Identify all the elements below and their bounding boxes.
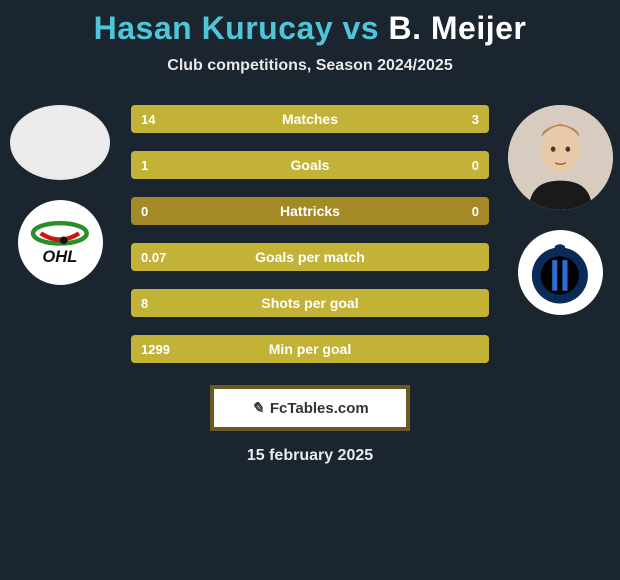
stat-value-left: 0 xyxy=(141,204,191,219)
stat-value-right: 0 xyxy=(429,204,479,219)
stat-value-left: 0.07 xyxy=(141,250,191,265)
comparison-subtitle: Club competitions, Season 2024/2025 xyxy=(0,57,620,75)
comparison-content: OHL xyxy=(0,105,620,363)
player1-avatar-placeholder-icon xyxy=(10,105,110,180)
stat-row: 0.07Goals per match xyxy=(131,243,489,271)
stat-label: Min per goal xyxy=(191,341,429,357)
stat-row: 14Matches3 xyxy=(131,105,489,133)
stat-row: 0Hattricks0 xyxy=(131,197,489,225)
player2-club-logo xyxy=(518,230,603,315)
stat-value-left: 14 xyxy=(141,112,191,127)
stat-row: 8Shots per goal xyxy=(131,289,489,317)
stat-label: Matches xyxy=(191,111,429,127)
ohl-logo-icon: OHL xyxy=(28,211,92,275)
stat-label: Goals xyxy=(191,157,429,173)
stat-label: Shots per goal xyxy=(191,295,429,311)
brand-icon: ✎ xyxy=(251,399,264,417)
stat-label: Goals per match xyxy=(191,249,429,265)
stat-row: 1Goals0 xyxy=(131,151,489,179)
right-player-column xyxy=(505,105,615,315)
club-brugge-logo-icon xyxy=(528,241,592,305)
stat-value-left: 1299 xyxy=(141,342,191,357)
player1-club-logo: OHL xyxy=(18,200,103,285)
stat-value-left: 1 xyxy=(141,158,191,173)
stat-value-right: 3 xyxy=(429,112,479,127)
stats-bars: 14Matches31Goals00Hattricks00.07Goals pe… xyxy=(131,105,489,363)
vs-text: vs xyxy=(343,10,380,46)
left-player-column: OHL xyxy=(5,105,115,285)
stat-row: 1299Min per goal xyxy=(131,335,489,363)
player1-name: Hasan Kurucay xyxy=(94,10,333,46)
stat-value-right: 0 xyxy=(429,158,479,173)
brand-text: FcTables.com xyxy=(270,400,369,417)
stat-label: Hattricks xyxy=(191,203,429,219)
brand-footer-box: ✎ FcTables.com xyxy=(210,385,410,431)
footer-date: 15 february 2025 xyxy=(0,447,620,465)
stat-value-left: 8 xyxy=(141,296,191,311)
player1-avatar xyxy=(10,105,110,180)
svg-text:OHL: OHL xyxy=(43,247,78,266)
player2-avatar-icon xyxy=(508,105,613,210)
player2-name: B. Meijer xyxy=(388,10,526,46)
comparison-title: Hasan Kurucay vs B. Meijer xyxy=(0,0,620,47)
player2-avatar xyxy=(508,105,613,210)
